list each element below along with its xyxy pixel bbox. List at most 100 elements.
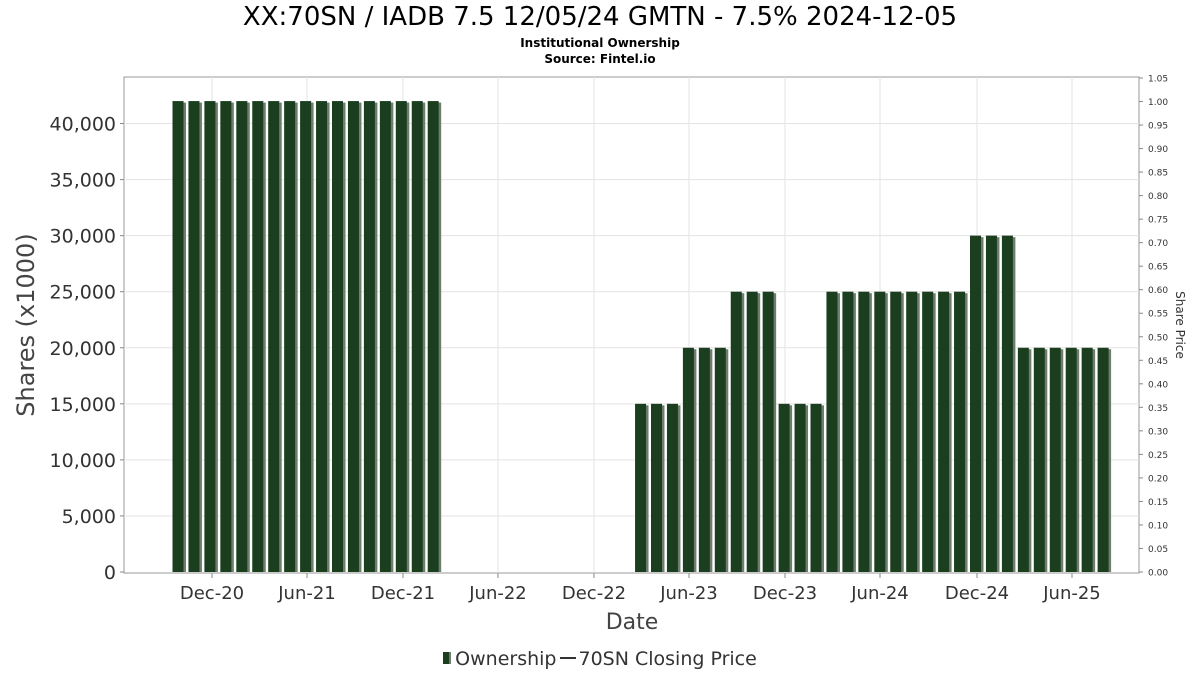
x-tick-label: Dec-24 <box>945 583 1009 604</box>
ownership-bar <box>826 291 838 572</box>
ownership-bar <box>220 101 232 572</box>
y2-tick-label: 0.55 <box>1148 310 1168 320</box>
ownership-bar <box>938 291 950 572</box>
ownership-bar <box>284 101 296 572</box>
chart-title: XX:70SN / IADB 7.5 12/05/24 GMTN - 7.5% … <box>242 2 958 32</box>
y2-tick-label: 0.15 <box>1148 498 1168 508</box>
ownership-bar <box>1017 347 1029 572</box>
ownership-bar <box>954 291 966 572</box>
x-tick-label: Jun-23 <box>659 583 718 604</box>
ownership-bar <box>379 101 391 572</box>
y2-axis-label: Share Price <box>1173 291 1187 359</box>
x-tick-label: Jun-25 <box>1042 583 1101 604</box>
y-tick-label: 0 <box>104 562 116 584</box>
y2-tick-label: 0.20 <box>1148 474 1168 484</box>
ownership-bar <box>1001 235 1013 572</box>
ownership-bar <box>714 347 726 572</box>
ownership-bar <box>874 291 886 572</box>
y2-tick-label: 0.25 <box>1148 451 1168 461</box>
y-tick-label: 40,000 <box>50 114 116 136</box>
x-tick-label: Dec-23 <box>753 583 817 604</box>
ownership-bar <box>347 101 359 572</box>
y2-tick-label: 1.00 <box>1148 98 1168 108</box>
ownership-bar <box>651 403 662 572</box>
price-legend-line <box>560 657 577 659</box>
ownership-bar <box>204 101 216 572</box>
x-tick-label: Jun-21 <box>277 583 336 604</box>
ownership-bar <box>762 291 774 572</box>
y2-tick-label: 0.00 <box>1148 569 1168 579</box>
x-tick-label: Jun-24 <box>850 583 909 604</box>
ownership-bar <box>411 101 423 572</box>
ownership-bar <box>268 101 280 572</box>
legend-ownership-label: Ownership <box>455 648 557 670</box>
ownership-bar <box>906 291 918 572</box>
ownership-bar <box>746 291 758 572</box>
ownership-bar <box>842 291 854 572</box>
y-tick-label: 25,000 <box>50 282 116 304</box>
y2-tick-label: 0.05 <box>1148 545 1168 555</box>
y2-tick-label: 0.50 <box>1148 333 1168 343</box>
ownership-bar <box>1033 347 1045 572</box>
ownership-bar <box>236 101 248 572</box>
y2-tick-label: 0.30 <box>1148 427 1168 437</box>
y2-tick-label: 0.40 <box>1148 380 1168 390</box>
y-tick-label: 35,000 <box>50 170 116 192</box>
y2-tick-label: 0.70 <box>1148 239 1168 249</box>
ownership-bar <box>332 101 343 572</box>
y-tick-label: 15,000 <box>50 394 116 416</box>
ownership-bar <box>252 101 264 572</box>
ownership-bar <box>666 403 678 572</box>
chart-subtitle: Institutional Ownership <box>520 36 680 50</box>
x-tick-label: Dec-22 <box>562 583 626 604</box>
ownership-bar <box>1097 347 1109 572</box>
y2-tick-label: 1.05 <box>1148 75 1168 85</box>
ownership-bar <box>1065 347 1077 572</box>
ownership-bar <box>427 101 439 572</box>
ownership-bar <box>985 235 997 572</box>
y2-tick-label: 0.10 <box>1148 521 1168 531</box>
x-tick-label: Dec-21 <box>371 583 435 604</box>
ownership-bar <box>172 101 184 572</box>
y-tick-label: 20,000 <box>50 338 116 360</box>
ownership-bar <box>363 101 375 572</box>
y2-tick-label: 0.65 <box>1148 263 1168 273</box>
ownership-bar <box>730 291 742 572</box>
y2-tick-label: 0.95 <box>1148 122 1168 132</box>
ownership-bar <box>810 403 822 572</box>
ownership-bar <box>1081 347 1093 572</box>
ownership-bar <box>698 347 710 572</box>
ownership-bar <box>890 291 902 572</box>
y2-tick-label: 0.85 <box>1148 169 1168 179</box>
y2-tick-label: 0.75 <box>1148 216 1168 226</box>
ownership-bar <box>794 403 806 572</box>
y-axis-label: Shares (x1000) <box>12 233 40 416</box>
ownership-bar <box>188 101 200 572</box>
ownership-bar <box>922 291 934 572</box>
y2-tick-label: 0.45 <box>1148 357 1168 367</box>
chart-source: Source: Fintel.io <box>544 52 656 66</box>
legend-price-label: 70SN Closing Price <box>578 648 757 670</box>
y-tick-label: 30,000 <box>50 226 116 248</box>
chart-legend: Ownership 70SN Closing Price <box>0 648 1200 670</box>
ownership-bar <box>970 235 981 572</box>
y-tick-label: 10,000 <box>50 450 116 472</box>
x-axis-label: Date <box>606 610 659 635</box>
ownership-bar <box>395 101 407 572</box>
ownership-bar <box>316 101 328 572</box>
x-tick-label: Dec-20 <box>180 583 244 604</box>
x-tick-label: Jun-22 <box>468 583 527 604</box>
ownership-bar <box>1049 347 1061 572</box>
y-tick-label: 5,000 <box>62 506 116 528</box>
ownership-bar <box>635 403 647 572</box>
y2-tick-label: 0.90 <box>1148 145 1168 155</box>
y2-tick-label: 0.60 <box>1148 286 1168 296</box>
ownership-bar <box>682 347 694 572</box>
y2-tick-label: 0.80 <box>1148 192 1168 202</box>
y2-tick-label: 0.35 <box>1148 404 1168 414</box>
ownership-bar <box>858 291 870 572</box>
ownership-bar <box>300 101 312 572</box>
ownership-legend-swatch <box>443 652 452 664</box>
ownership-bar <box>778 403 790 572</box>
